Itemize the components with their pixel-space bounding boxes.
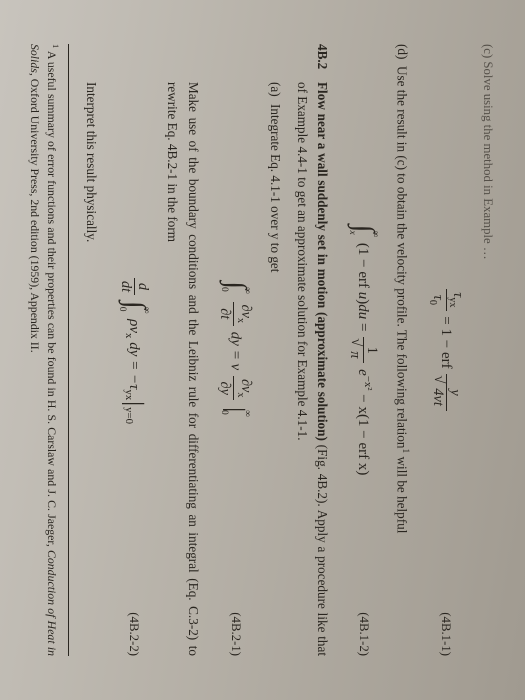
eqnum: (4B.2-2) [124, 612, 144, 656]
make-use-text: Make use of the boundary conditions and … [162, 82, 203, 656]
equation-4b-2-2: d dt ∫∞0 ρvx dy = −τyx|y=0 (4B.2-2) [117, 44, 150, 656]
footnote: 1 A useful summary of error functions an… [25, 44, 61, 656]
cutoff-line: (c) Solve using the method in Example … [477, 44, 497, 656]
problem-4b-2: 4B.2 Flow near a wall suddenly set in mo… [291, 44, 332, 656]
equation-4b-1-1: τyx τ0 = 1 − erf y 4νt (4B.1-1) [426, 44, 465, 656]
eqnum: (4B.1-2) [353, 612, 373, 656]
interpret-line: Interpret this result physically. [81, 82, 101, 656]
item-a: (a) Integrate Eq. 4.1-1 over y to get [265, 82, 285, 656]
page-content: (c) Solve using the method in Example … … [0, 0, 525, 700]
item-d: (d) Use the result in (c) to obtain the … [391, 44, 412, 656]
equation-4b-2-1: ∫∞0 ∂vx ∂t dy = ν ∂vx ∂y |∞0 (4B.2-1) [217, 44, 253, 656]
footnote-rule [68, 44, 69, 656]
equation-4b-1-2: ∫∞x (1 − erf u)du = 1 π e−x² − x(1 − erf… [346, 44, 379, 656]
eqnum: (4B.2-1) [225, 612, 245, 656]
eqnum: (4B.1-1) [436, 612, 456, 656]
